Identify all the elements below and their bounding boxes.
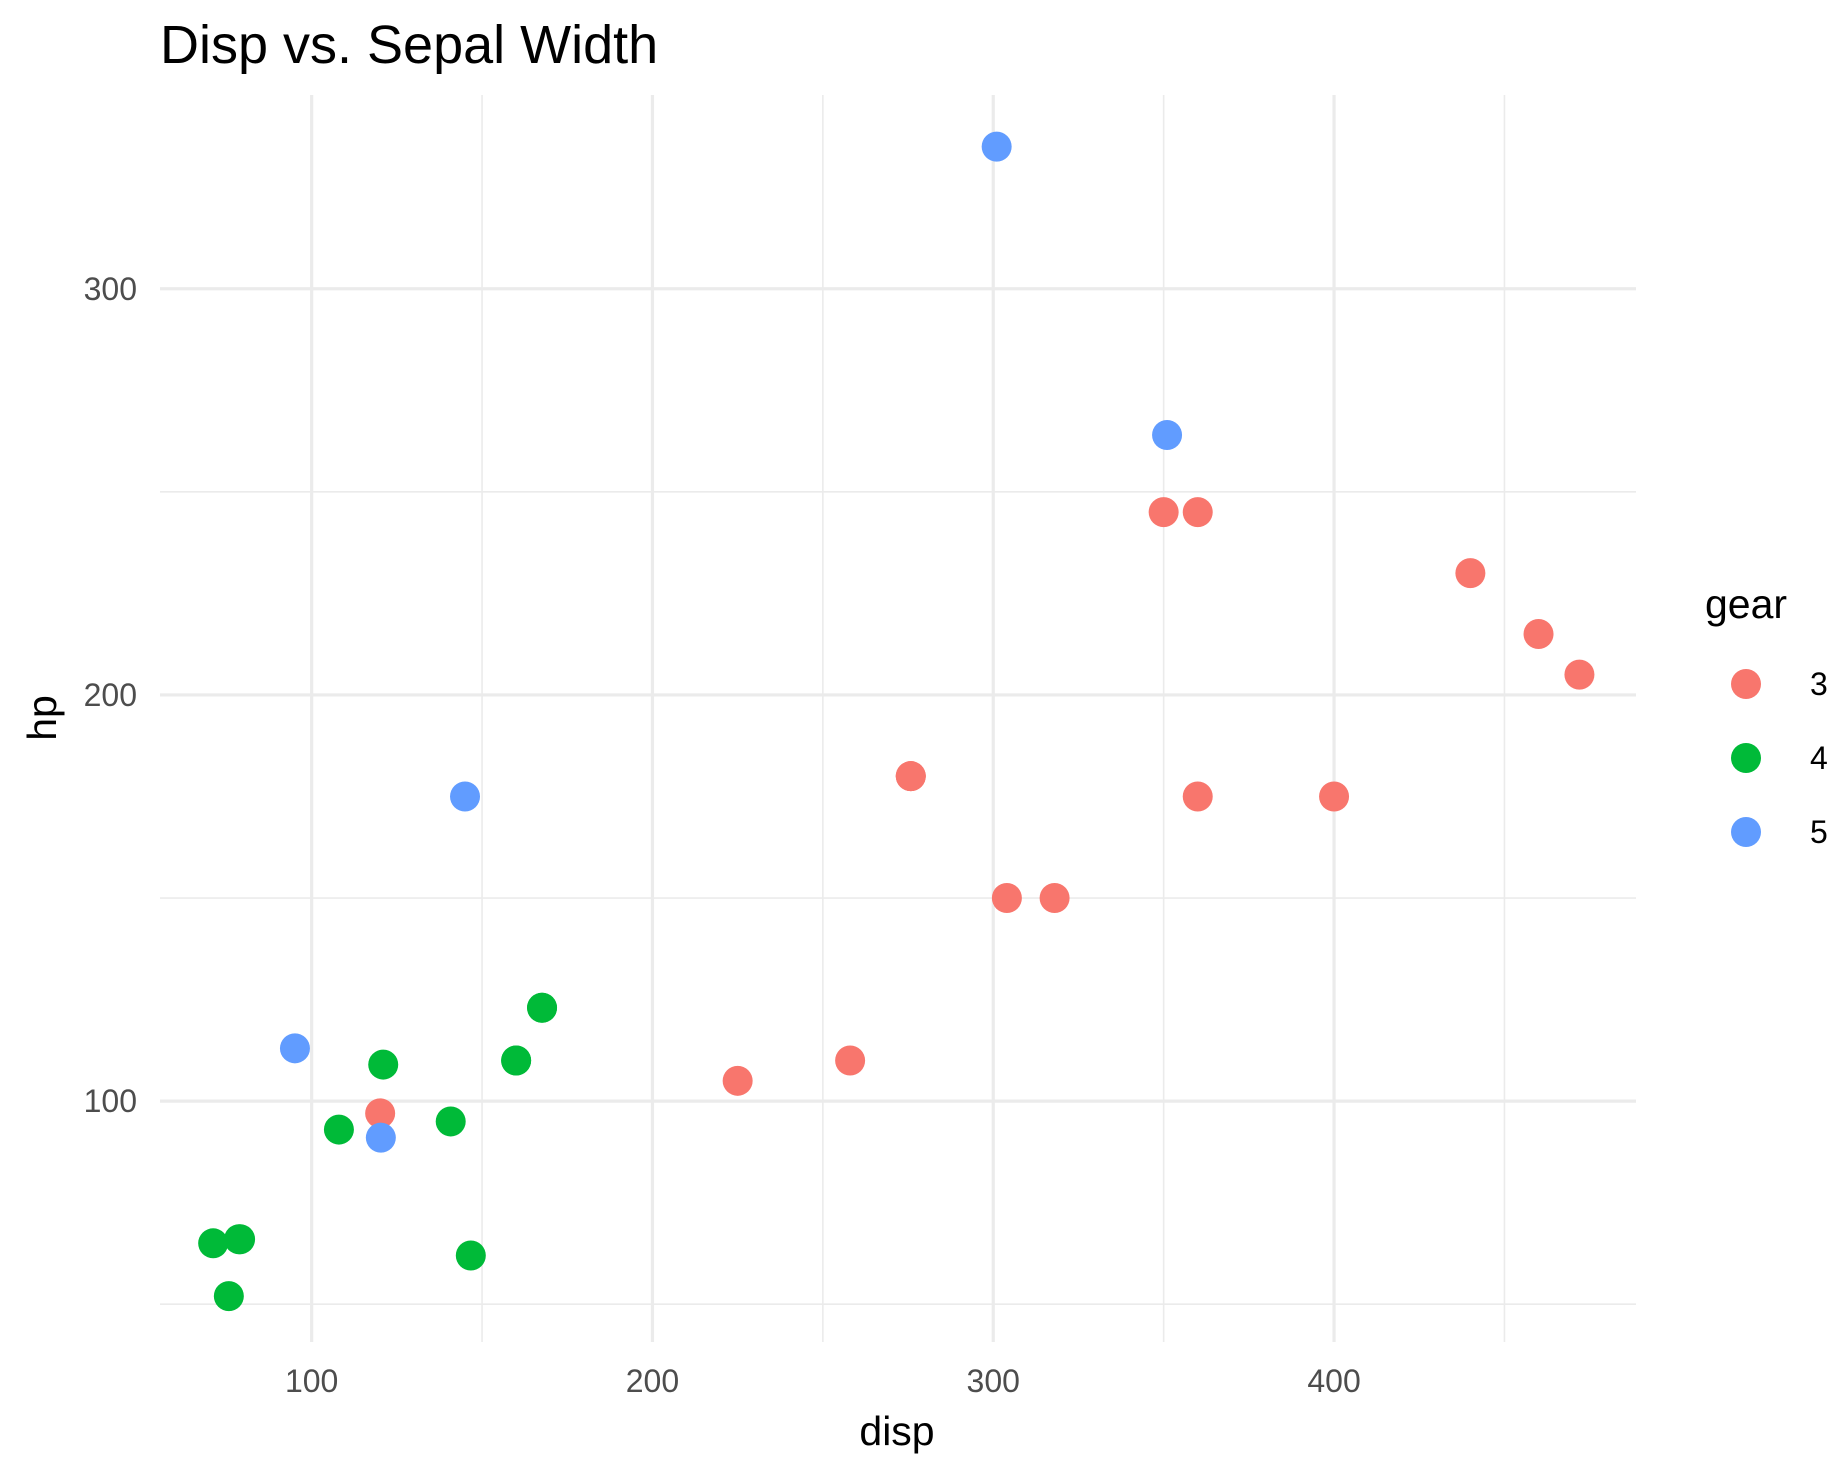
x-axis-ticks: 100 200 300 400: [285, 1363, 1361, 1399]
point-gear-3: [895, 761, 926, 792]
point-gear-3: [991, 883, 1022, 914]
point-gear-3: [1039, 883, 1070, 914]
point-gear-3: [1455, 558, 1486, 589]
y-axis-ticks: 100 200 300: [84, 271, 137, 1119]
legend-label-4: 4: [1810, 740, 1828, 776]
point-gear-5: [1152, 419, 1183, 450]
point-gear-5: [365, 1122, 396, 1153]
legend: gear 3 4 5: [1705, 581, 1828, 850]
y-tick-label: 200: [84, 677, 137, 713]
point-gear-3: [1319, 781, 1350, 812]
x-tick-label: 300: [967, 1363, 1020, 1399]
point-gear-3: [1148, 497, 1179, 528]
point-gear-3: [1523, 619, 1554, 650]
y-tick-label: 100: [84, 1083, 137, 1119]
point-gear-5: [450, 781, 481, 812]
x-tick-label: 400: [1307, 1363, 1360, 1399]
point-gear-3: [722, 1065, 753, 1096]
point-gear-5: [981, 131, 1012, 162]
legend-key-4: [1731, 743, 1761, 773]
point-gear-4: [501, 1045, 532, 1076]
legend-title: gear: [1705, 581, 1787, 627]
legend-key-3: [1731, 669, 1761, 699]
point-gear-3: [1182, 781, 1213, 812]
y-axis-title: hp: [19, 695, 65, 741]
legend-label-5: 5: [1810, 814, 1828, 850]
point-gear-4: [527, 992, 558, 1023]
point-gear-3: [1182, 497, 1213, 528]
chart-title: Disp vs. Sepal Width: [160, 15, 658, 75]
x-axis-title: disp: [859, 1408, 934, 1454]
data-points: [198, 131, 1595, 1312]
point-gear-4: [198, 1228, 229, 1259]
point-gear-3: [1564, 659, 1595, 690]
x-tick-label: 100: [285, 1363, 338, 1399]
point-gear-5: [279, 1033, 310, 1064]
point-gear-4: [368, 1049, 399, 1080]
point-gear-4: [323, 1114, 354, 1145]
point-gear-3: [835, 1045, 866, 1076]
grid-lines: [160, 95, 1636, 1342]
point-gear-4: [455, 1240, 486, 1271]
point-gear-4: [225, 1224, 256, 1255]
legend-key-5: [1731, 817, 1761, 847]
y-tick-label: 300: [84, 271, 137, 307]
legend-label-3: 3: [1810, 666, 1828, 702]
point-gear-3: [365, 1098, 396, 1129]
point-gear-4: [213, 1281, 244, 1312]
point-gear-4: [435, 1106, 466, 1137]
x-tick-label: 200: [626, 1363, 679, 1399]
